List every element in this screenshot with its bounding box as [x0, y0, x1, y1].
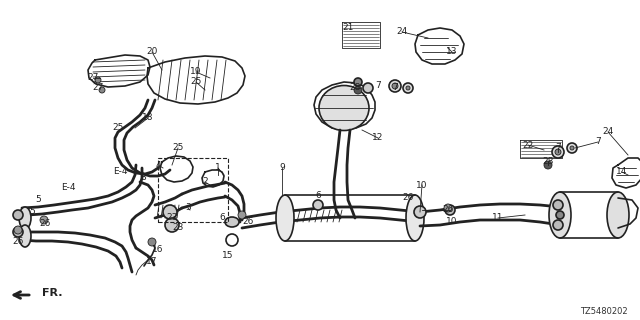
Ellipse shape [19, 207, 31, 229]
Text: 7: 7 [375, 81, 381, 90]
Text: 24: 24 [396, 28, 408, 36]
Bar [158, 158, 228, 222]
Ellipse shape [406, 195, 424, 241]
Circle shape [40, 216, 48, 224]
Text: 2: 2 [202, 178, 208, 187]
Circle shape [444, 204, 452, 212]
Circle shape [354, 78, 362, 86]
Circle shape [95, 77, 101, 83]
Circle shape [403, 83, 413, 93]
Text: 7: 7 [392, 84, 398, 92]
Text: 26: 26 [442, 205, 454, 214]
Text: 26: 26 [12, 237, 24, 246]
Text: 7: 7 [555, 143, 561, 153]
Text: 3: 3 [185, 204, 191, 212]
Circle shape [13, 227, 23, 237]
Text: 9: 9 [279, 164, 285, 172]
Text: E-4: E-4 [113, 167, 127, 177]
Text: 13: 13 [446, 47, 458, 57]
Text: 25: 25 [172, 143, 184, 153]
Text: 27: 27 [92, 84, 104, 92]
Text: 5: 5 [29, 207, 35, 217]
Text: 7: 7 [595, 138, 601, 147]
Circle shape [556, 211, 564, 219]
Circle shape [99, 87, 105, 93]
Text: E-4: E-4 [61, 183, 76, 193]
Text: TZ5480202: TZ5480202 [580, 308, 628, 316]
Text: 26: 26 [243, 218, 253, 227]
Circle shape [389, 80, 401, 92]
Text: 28: 28 [349, 84, 361, 92]
Ellipse shape [225, 217, 239, 227]
Ellipse shape [607, 192, 629, 238]
Circle shape [553, 200, 563, 210]
Text: 21: 21 [342, 23, 354, 33]
Text: 15: 15 [222, 251, 234, 260]
Text: 8: 8 [140, 173, 146, 182]
Circle shape [553, 220, 563, 230]
Text: 16: 16 [152, 245, 164, 254]
Circle shape [354, 86, 362, 94]
Text: FR.: FR. [42, 288, 63, 298]
Circle shape [544, 161, 552, 169]
Text: 23: 23 [172, 223, 184, 233]
Circle shape [555, 149, 561, 155]
Text: 25: 25 [190, 77, 202, 86]
Text: 12: 12 [372, 133, 384, 142]
Text: 10: 10 [446, 218, 458, 227]
Text: 23: 23 [166, 213, 178, 222]
Ellipse shape [549, 192, 571, 238]
Circle shape [414, 206, 426, 218]
Circle shape [148, 238, 156, 246]
Text: 14: 14 [616, 167, 628, 177]
Circle shape [14, 226, 22, 234]
Circle shape [165, 218, 179, 232]
Ellipse shape [319, 85, 369, 131]
Text: 27: 27 [87, 74, 99, 83]
Text: 20: 20 [147, 47, 157, 57]
Text: 25: 25 [112, 124, 124, 132]
Circle shape [163, 205, 177, 219]
Text: 28: 28 [542, 157, 554, 166]
Text: 1: 1 [215, 164, 221, 172]
Circle shape [238, 211, 246, 219]
Ellipse shape [19, 225, 31, 247]
Text: 4: 4 [155, 161, 161, 170]
Circle shape [406, 86, 410, 90]
Text: 26: 26 [403, 194, 413, 203]
Text: 26: 26 [39, 220, 51, 228]
Text: 17: 17 [147, 258, 157, 267]
Circle shape [392, 83, 398, 89]
Circle shape [363, 83, 373, 93]
Circle shape [570, 146, 574, 150]
Text: 22: 22 [522, 140, 534, 149]
Text: 19: 19 [190, 68, 202, 76]
Text: 6: 6 [219, 213, 225, 222]
Text: 10: 10 [416, 180, 428, 189]
Text: 18: 18 [142, 114, 154, 123]
Circle shape [313, 200, 323, 210]
Text: 11: 11 [492, 213, 504, 222]
Text: 5: 5 [35, 196, 41, 204]
Circle shape [445, 205, 455, 215]
Text: 24: 24 [602, 127, 614, 137]
Text: 6: 6 [315, 190, 321, 199]
Circle shape [567, 143, 577, 153]
Circle shape [13, 210, 23, 220]
Ellipse shape [276, 195, 294, 241]
Circle shape [552, 146, 564, 158]
